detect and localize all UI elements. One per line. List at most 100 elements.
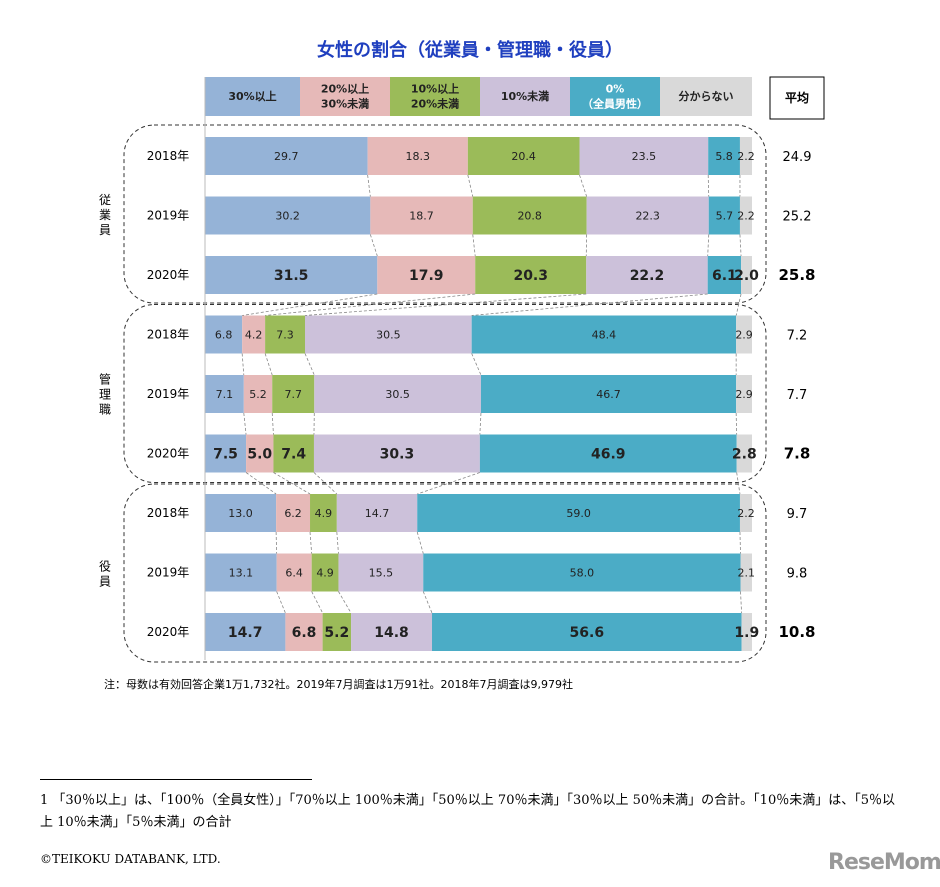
bar-segment <box>243 375 273 413</box>
data-label: 2.2 <box>737 507 755 520</box>
data-label: 58.0 <box>570 567 595 580</box>
data-label: 6.8 <box>292 625 317 641</box>
data-label: 13.0 <box>228 507 253 520</box>
connector-line <box>579 174 588 197</box>
average-value: 25.8 <box>778 266 815 284</box>
footnote: 1 「30％以上」は、「100％（全員女性）」「70％以上 100％未満」「50… <box>40 793 895 830</box>
bar-segment <box>370 196 473 235</box>
bar-segment <box>336 494 418 532</box>
connector-line <box>313 472 338 495</box>
connector-line <box>241 353 245 376</box>
bar-segment <box>205 256 378 294</box>
data-label: 46.9 <box>591 447 626 463</box>
bar-segment <box>205 494 277 532</box>
bar-segment <box>479 434 737 473</box>
legend-label: 分からない <box>679 89 734 103</box>
connector-line <box>739 531 741 554</box>
data-label: 30.5 <box>385 388 410 401</box>
connector-line <box>273 472 311 495</box>
data-label: 14.7 <box>365 507 390 520</box>
bar-segment <box>205 553 277 592</box>
data-label: 6.4 <box>285 567 303 580</box>
connector-line <box>707 234 710 257</box>
bar-segment <box>707 256 742 294</box>
data-label: 20.4 <box>511 150 536 163</box>
connector-line <box>271 412 274 435</box>
legend-label: 30%未満 <box>321 97 369 111</box>
bar-segment <box>739 494 752 532</box>
year-label: 2018年 <box>147 328 190 342</box>
bar-segment <box>305 315 472 354</box>
footnote-divider <box>40 779 312 780</box>
data-label: 18.3 <box>405 150 430 163</box>
data-label: 14.7 <box>228 625 263 641</box>
connector-line <box>735 412 738 435</box>
year-label: 2019年 <box>147 387 190 401</box>
connector-line <box>245 472 277 495</box>
bar-segment <box>205 613 286 651</box>
legend-label: 0% <box>606 83 625 96</box>
year-label: 2019年 <box>147 209 190 223</box>
group-frame <box>123 124 767 304</box>
legend-label: 10%未満 <box>501 89 549 103</box>
legend-label: 10%以上 <box>411 82 459 96</box>
connector-line <box>309 531 313 554</box>
group-label: 役 <box>99 559 111 574</box>
legend-swatch <box>570 77 660 116</box>
data-label: 30.3 <box>380 447 415 463</box>
bar-segment <box>467 137 580 175</box>
connector-line <box>275 531 278 554</box>
average-header: 平均 <box>785 90 809 105</box>
connector-line <box>740 591 743 614</box>
bar-segment <box>739 137 752 175</box>
bar-segment <box>367 137 468 175</box>
bar-segment <box>314 375 481 413</box>
legend-swatch <box>300 77 390 116</box>
connector-line <box>467 174 474 197</box>
data-label: 5.7 <box>716 210 734 223</box>
bar-segment <box>338 553 424 592</box>
connector-line <box>367 174 371 197</box>
bar-segment <box>480 375 737 413</box>
data-label: 20.8 <box>517 210 542 223</box>
data-label: 2.2 <box>737 150 755 163</box>
connector-line <box>471 353 482 376</box>
data-label: 7.3 <box>276 329 294 342</box>
data-label: 2.1 <box>738 567 756 580</box>
data-label: 4.9 <box>315 507 333 520</box>
bar-segment <box>313 434 480 473</box>
average-value: 24.9 <box>783 150 812 165</box>
connector-line <box>471 293 708 316</box>
bar-segment <box>736 434 752 473</box>
bar-segment <box>708 137 740 175</box>
connector-line <box>311 591 323 614</box>
bar-segment <box>741 613 752 651</box>
connector-line <box>265 293 476 316</box>
average-value: 9.8 <box>787 567 808 582</box>
bar-segment <box>579 137 709 175</box>
data-label: 22.2 <box>630 268 665 284</box>
data-label: 7.4 <box>281 447 306 463</box>
data-label: 29.7 <box>274 150 299 163</box>
data-label: 4.2 <box>245 329 263 342</box>
year-label: 2020年 <box>147 447 190 461</box>
connector-line <box>472 234 476 257</box>
legend-label: （全員男性） <box>582 97 648 111</box>
average-value: 7.7 <box>787 388 808 403</box>
connector-line <box>243 412 247 435</box>
bar-segment <box>736 315 752 354</box>
data-label: 2.8 <box>732 447 757 463</box>
bar-segment <box>265 315 306 354</box>
data-label: 59.0 <box>566 507 591 520</box>
chart-note: 注：母数は有効回答企業1万1,732社。2019年7月調査は1万91社。2018… <box>104 678 573 691</box>
bar-segment <box>586 256 708 294</box>
data-label: 7.5 <box>213 447 238 463</box>
data-label: 31.5 <box>274 268 309 284</box>
data-label: 2.9 <box>735 388 753 401</box>
legend-label: 20%未満 <box>411 97 459 111</box>
average-header-box <box>769 76 825 120</box>
bar-segment <box>739 196 752 235</box>
watermark-logo: ReseMom <box>828 850 940 875</box>
bar-segment <box>351 613 433 651</box>
bar-segment <box>276 553 312 592</box>
